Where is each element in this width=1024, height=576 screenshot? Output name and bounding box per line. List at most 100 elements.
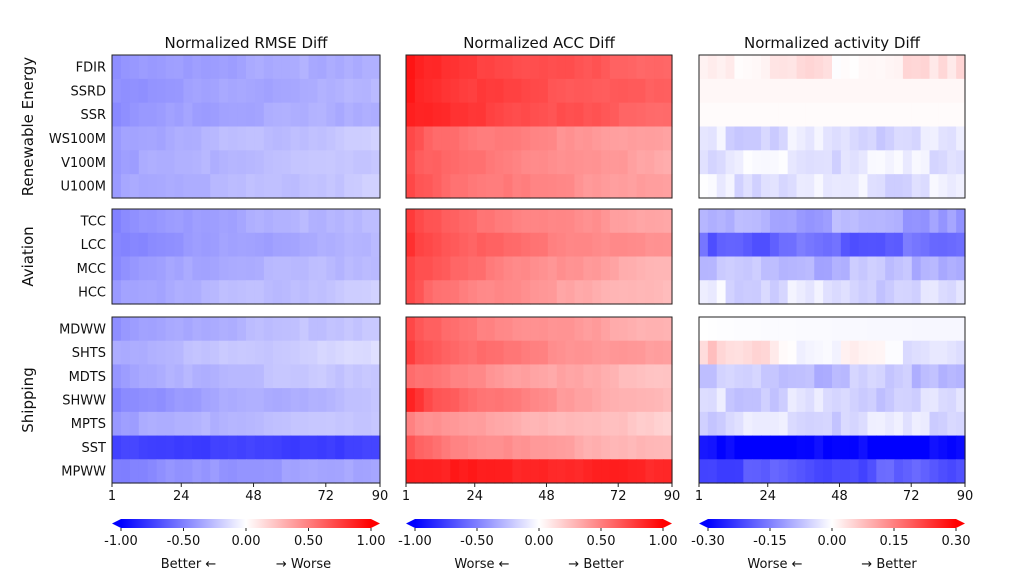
heatmap-cell bbox=[805, 340, 815, 366]
heatmap-cell bbox=[281, 150, 292, 175]
panel-frame bbox=[698, 208, 966, 305]
heatmap-cell bbox=[112, 280, 122, 305]
heatmap-cell bbox=[290, 340, 301, 366]
heatmap-cell bbox=[263, 317, 274, 342]
heatmap-cell bbox=[840, 459, 851, 484]
heatmap-cell bbox=[353, 174, 363, 199]
heatmap-cell bbox=[254, 78, 265, 104]
heatmap-cell bbox=[174, 340, 185, 366]
heatmap-cell bbox=[263, 364, 274, 389]
heatmap-cell bbox=[769, 150, 780, 175]
heatmap-cell bbox=[485, 388, 496, 413]
heatmap-cell bbox=[609, 364, 620, 389]
heatmap-cell bbox=[787, 364, 798, 389]
heatmap-cell bbox=[156, 435, 167, 460]
heatmap-cell bbox=[796, 364, 806, 389]
heatmap-cell bbox=[120, 102, 131, 128]
heatmap-cell bbox=[362, 174, 372, 199]
heatmap-cell bbox=[601, 78, 611, 104]
heatmap-cell bbox=[129, 340, 140, 366]
heatmap-cell bbox=[716, 256, 727, 281]
heatmap-cell bbox=[902, 388, 913, 413]
heatmap-cell bbox=[521, 340, 531, 366]
heatmap-cell bbox=[734, 256, 744, 281]
row-label: MPTS bbox=[71, 417, 106, 432]
heatmap-cell bbox=[902, 411, 913, 437]
heatmap-cell bbox=[832, 280, 842, 305]
heatmap-cell bbox=[956, 78, 966, 104]
heatmap-cell bbox=[725, 317, 736, 342]
heatmap-cell bbox=[725, 232, 736, 258]
heatmap-cell bbox=[565, 209, 576, 234]
heatmap-cell bbox=[503, 174, 513, 199]
heatmap-cell bbox=[583, 340, 593, 366]
heatmap-cell bbox=[707, 317, 718, 342]
heatmap-cell bbox=[432, 126, 443, 151]
heatmap-cell bbox=[165, 411, 176, 437]
heatmap-cell bbox=[423, 388, 434, 413]
heatmap-cell bbox=[867, 78, 877, 104]
heatmap-cell bbox=[663, 209, 673, 234]
heatmap-cell bbox=[326, 364, 336, 389]
heatmap-cell bbox=[201, 340, 211, 366]
heatmap-cell bbox=[192, 232, 202, 258]
heatmap-cell bbox=[112, 317, 122, 342]
heatmap-cell bbox=[165, 340, 176, 366]
heatmap-cell bbox=[494, 411, 505, 437]
heatmap-cell bbox=[246, 435, 256, 460]
heatmap-cell bbox=[521, 150, 531, 175]
heatmap-cell bbox=[335, 340, 345, 366]
heatmap-cell bbox=[663, 340, 673, 366]
heatmap-cell bbox=[894, 150, 904, 175]
heatmap-cell bbox=[894, 102, 904, 128]
heatmap-cell bbox=[441, 150, 451, 175]
heatmap-cell bbox=[876, 256, 886, 281]
heatmap-cell bbox=[956, 364, 966, 389]
heatmap-cell bbox=[147, 102, 158, 128]
heatmap-cell bbox=[920, 340, 931, 366]
heatmap-cell bbox=[219, 340, 229, 366]
heatmap-cell bbox=[636, 55, 646, 80]
heatmap-cell bbox=[228, 459, 238, 484]
heatmap-cell bbox=[512, 232, 522, 258]
heatmap-cell bbox=[911, 256, 922, 281]
heatmap-cell bbox=[929, 256, 939, 281]
heatmap-cell bbox=[432, 317, 443, 342]
heatmap-cell bbox=[521, 317, 531, 342]
heatmap-cell bbox=[485, 78, 496, 104]
heatmap-cell bbox=[129, 364, 140, 389]
heatmap-cell bbox=[663, 435, 673, 460]
heatmap-cell bbox=[459, 55, 469, 80]
heatmap-cell bbox=[237, 459, 247, 484]
heatmap-cell bbox=[609, 317, 620, 342]
heatmap-cell bbox=[885, 317, 895, 342]
heatmap-cell bbox=[840, 280, 851, 305]
heatmap-cell bbox=[858, 256, 869, 281]
heatmap-cell bbox=[938, 126, 948, 151]
heatmap-cell bbox=[263, 388, 274, 413]
heatmap-cell bbox=[326, 317, 336, 342]
heatmap-cell bbox=[129, 388, 140, 413]
heatmap-cell bbox=[485, 340, 496, 366]
heatmap-cell bbox=[120, 256, 131, 281]
heatmap-cell bbox=[814, 317, 824, 342]
heatmap-cell bbox=[192, 280, 202, 305]
heatmap-cell bbox=[459, 459, 469, 484]
heatmap-cell bbox=[192, 174, 202, 199]
heatmap-cell bbox=[485, 256, 496, 281]
heatmap-cell bbox=[406, 256, 416, 281]
heatmap-cell bbox=[832, 209, 842, 234]
heatmap-cell bbox=[156, 411, 167, 437]
heatmap-cell bbox=[485, 102, 496, 128]
heatmap-cell bbox=[707, 102, 718, 128]
heatmap-cell bbox=[290, 102, 301, 128]
heatmap-cell bbox=[450, 435, 460, 460]
heatmap-cell bbox=[308, 174, 319, 199]
heatmap-cell bbox=[858, 150, 869, 175]
heatmap-cell bbox=[254, 150, 265, 175]
heatmap-cell bbox=[165, 126, 176, 151]
heatmap-cell bbox=[752, 78, 762, 104]
heatmap-cell bbox=[129, 78, 140, 104]
heatmap-cell bbox=[956, 256, 966, 281]
heatmap-cell bbox=[263, 256, 274, 281]
